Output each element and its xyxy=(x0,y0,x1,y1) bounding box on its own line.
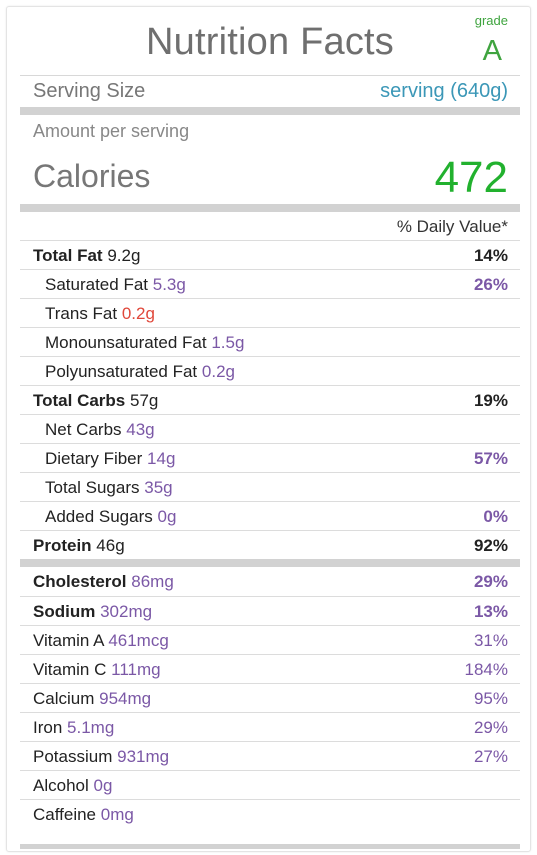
nutrient-daily-value: 26% xyxy=(473,275,508,294)
nutrient-amount: 86mg xyxy=(131,572,174,591)
calories-value: 472 xyxy=(434,153,508,202)
nutrient-amount: 0g xyxy=(93,776,113,795)
nutrient-name: Caffeine xyxy=(33,805,97,824)
nutrient-name: Dietary Fiber xyxy=(45,449,143,468)
nutrient-amount: 35g xyxy=(144,478,173,497)
nutrient-amount: 5.3g xyxy=(152,275,186,294)
nutrient-amount: 954mg xyxy=(99,689,152,708)
divider xyxy=(20,75,520,76)
nutrient-row-potassium: Potassium 931mg 27% xyxy=(20,741,520,770)
nutrient-daily-value: 184% xyxy=(464,660,508,679)
nutrient-daily-value: 14% xyxy=(473,246,508,265)
nutrient-amount: 0.2g xyxy=(121,304,155,323)
nutrient-row-calcium: Calcium 954mg 95% xyxy=(20,683,520,712)
nutrient-daily-value: 19% xyxy=(473,391,508,410)
nutrient-amount: 302mg xyxy=(100,602,153,621)
nutrient-row-vitamin-c: Vitamin C 111mg 184% xyxy=(20,654,520,683)
nutrient-daily-value: 31% xyxy=(473,631,508,650)
nutrient-name: Total Fat xyxy=(33,246,103,265)
nutrient-name: Potassium xyxy=(33,747,113,766)
nutrient-amount: 931mg xyxy=(117,747,170,766)
nutrient-daily-value: 57% xyxy=(473,449,508,468)
nutrient-row-alcohol: Alcohol 0g xyxy=(20,770,520,799)
nutrient-row-iron: Iron 5.1mg 29% xyxy=(20,712,520,741)
nutrient-row-cholesterol: Cholesterol 86mg 29% xyxy=(20,567,520,596)
nutrition-facts-card: Nutrition Facts grade A Serving Size ser… xyxy=(6,6,531,852)
nutrient-daily-value: 13% xyxy=(473,602,508,621)
nutrient-amount: 57g xyxy=(130,391,159,410)
nutrient-row-trans-fat: Trans Fat 0.2g xyxy=(20,298,520,327)
nutrient-row-caffeine: Caffeine 0mg xyxy=(20,799,520,828)
nutrient-daily-value: 29% xyxy=(473,572,508,591)
nutrient-amount: 9.2g xyxy=(107,246,141,265)
nutrient-amount: 461mcg xyxy=(108,631,169,650)
nutrient-amount: 111mg xyxy=(111,660,161,679)
nutrient-name: Trans Fat xyxy=(45,304,118,323)
nutrient-name: Net Carbs xyxy=(45,420,122,439)
nutrient-row-monounsaturated-fat: Monounsaturated Fat 1.5g xyxy=(20,327,520,356)
nutrient-daily-value: 27% xyxy=(473,747,508,766)
grade-value: A xyxy=(482,35,502,67)
nutrition-header: Nutrition Facts grade A xyxy=(20,7,520,75)
nutrient-name: Polyunsaturated Fat xyxy=(45,362,198,381)
thick-divider xyxy=(20,559,520,567)
nutrient-name: Total Sugars xyxy=(45,478,140,497)
nutrient-name: Saturated Fat xyxy=(45,275,149,294)
nutrient-row-vitamin-a: Vitamin A 461mcg 31% xyxy=(20,625,520,654)
calories-label: Calories xyxy=(33,158,151,194)
nutrient-name: Cholesterol xyxy=(33,572,127,591)
nutrient-amount: 5.1mg xyxy=(67,718,115,737)
nutrient-name: Vitamin A xyxy=(33,631,104,650)
nutrient-name: Vitamin C xyxy=(33,660,107,679)
nutrient-name: Monounsaturated Fat xyxy=(45,333,207,352)
nutrient-row-sodium: Sodium 302mg 13% xyxy=(20,596,520,625)
nutrient-name: Sodium xyxy=(33,602,96,621)
thick-divider xyxy=(20,107,520,115)
serving-size-label: Serving Size xyxy=(33,80,146,102)
serving-size-row: Serving Size serving (640g) xyxy=(20,76,520,107)
nutrient-row-protein: Protein 46g 92% xyxy=(20,530,520,559)
nutrient-amount: 0.2g xyxy=(201,362,235,381)
bottom-divider xyxy=(20,844,520,849)
nutrient-row-saturated-fat: Saturated Fat 5.3g 26% xyxy=(20,269,520,298)
calories-section: Amount per serving Calories 472 xyxy=(20,115,520,204)
nutrient-daily-value: 92% xyxy=(473,536,508,555)
nutrient-amount: 14g xyxy=(147,449,176,468)
nutrient-daily-value: 29% xyxy=(473,718,508,737)
nutrient-amount: 46g xyxy=(96,536,125,555)
grade-label: grade xyxy=(474,13,508,28)
nutrient-row-total-fat: Total Fat 9.2g 14% xyxy=(20,240,520,269)
nutrient-name: Total Carbs xyxy=(33,391,126,410)
thick-divider xyxy=(20,204,520,212)
daily-value-header: % Daily Value* xyxy=(20,212,520,240)
nutrient-daily-value: 95% xyxy=(473,689,508,708)
nutrient-row-added-sugars: Added Sugars 0g 0% xyxy=(20,501,520,530)
nutrient-amount: 43g xyxy=(126,420,155,439)
nutrient-name: Alcohol xyxy=(33,776,89,795)
nutrient-amount: 0g xyxy=(157,507,177,526)
nutrient-daily-value: 0% xyxy=(483,507,508,526)
nutrient-name: Added Sugars xyxy=(45,507,153,526)
nutrient-row-net-carbs: Net Carbs 43g xyxy=(20,414,520,443)
nutrient-row-polyunsaturated-fat: Polyunsaturated Fat 0.2g xyxy=(20,356,520,385)
nutrient-name: Protein xyxy=(33,536,92,555)
page-title: Nutrition Facts xyxy=(146,21,394,63)
nutrient-row-total-carbs: Total Carbs 57g 19% xyxy=(20,385,520,414)
daily-value-header-label: % Daily Value* xyxy=(396,217,508,236)
nutrient-name: Calcium xyxy=(33,689,95,708)
nutrient-row-total-sugars: Total Sugars 35g xyxy=(20,472,520,501)
nutrient-amount: 0mg xyxy=(100,805,134,824)
serving-size-value: serving (640g) xyxy=(380,80,508,102)
nutrient-row-dietary-fiber: Dietary Fiber 14g 57% xyxy=(20,443,520,472)
nutrient-amount: 1.5g xyxy=(211,333,245,352)
nutrient-name: Iron xyxy=(33,718,63,737)
amount-per-serving-label: Amount per serving xyxy=(33,121,190,141)
